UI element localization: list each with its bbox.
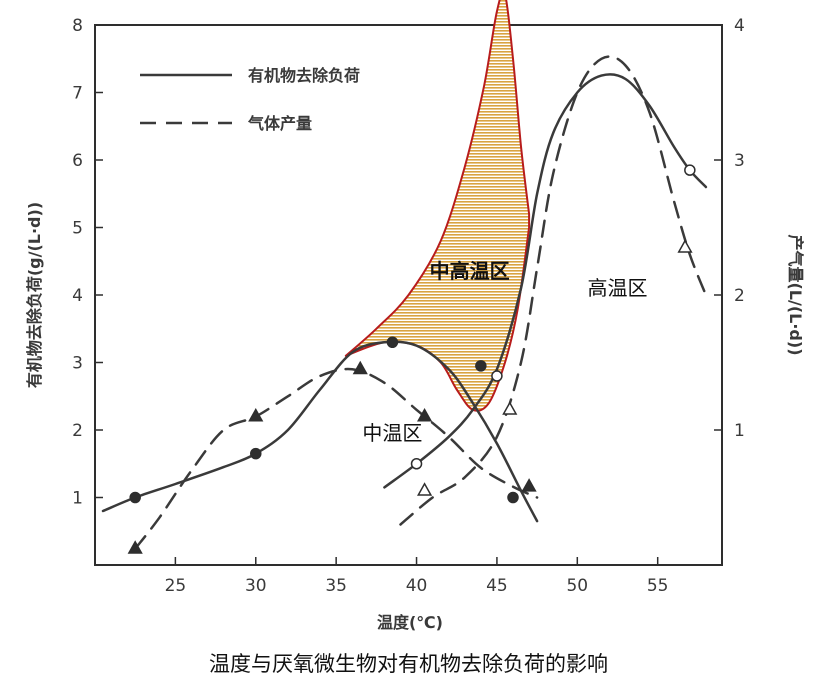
series-layer	[101, 55, 708, 551]
y-left-tick-label: 2	[72, 421, 83, 441]
marker-gas-production	[521, 478, 537, 492]
y-right-tick-label: 4	[734, 16, 745, 36]
marker-removal-load	[386, 336, 399, 348]
marker-gas-production	[248, 407, 264, 422]
marker-removal-load	[507, 491, 519, 504]
y-left-tick-label: 6	[72, 151, 83, 171]
marker-gas-production	[127, 540, 143, 554]
marker-gas-production	[416, 407, 433, 422]
marker-gas-production	[677, 239, 693, 253]
y-left-tick-label: 7	[72, 84, 83, 104]
y-right-axis-title: 产气量(L/(L·d))	[786, 234, 805, 355]
y-left-tick-label: 8	[72, 16, 83, 36]
x-tick-label: 55	[647, 576, 669, 596]
x-axis-title: 温度(℃)	[376, 613, 443, 632]
marker-removal-load	[129, 491, 141, 504]
y-right-tick-label: 2	[734, 286, 745, 306]
series-line-removal-load-1	[383, 73, 708, 489]
y-left-axis-title: 有机物去除负荷(g/(L·d))	[25, 202, 44, 388]
x-tick-label: 35	[325, 576, 347, 596]
y-right-tick-label: 1	[734, 421, 745, 441]
figure-caption: 温度与厌氧微生物对有机物去除负荷的影响	[209, 652, 608, 676]
y-left-tick-label: 1	[72, 489, 83, 509]
marker-removal-load	[250, 447, 262, 460]
marker-gas-production	[416, 482, 433, 496]
y-left-tick-label: 5	[72, 219, 83, 239]
series-line-gas-production-1	[399, 55, 708, 526]
marker-gas-production	[502, 401, 518, 415]
x-tick-label: 25	[165, 576, 187, 596]
markers-layer	[127, 164, 696, 554]
legend: 有机物去除负荷 气体产量	[140, 66, 360, 133]
y-left-tick-label: 3	[72, 354, 83, 374]
marker-gas-production	[352, 360, 368, 375]
x-tick-label: 40	[406, 576, 428, 596]
zone-label-2: 高温区	[588, 276, 648, 300]
highlight-region-layer	[344, 0, 531, 412]
marker-removal-load	[410, 458, 423, 470]
x-tick-label: 30	[245, 576, 267, 596]
y-right-tick-label: 3	[734, 151, 745, 171]
x-tick-label: 45	[486, 576, 508, 596]
y-left-tick-label: 4	[72, 286, 83, 306]
highlight-region-mid-high-temp	[344, 0, 531, 412]
x-tick-label: 50	[566, 576, 588, 596]
marker-removal-load	[491, 370, 503, 382]
series-line-gas-production-0	[133, 367, 539, 551]
legend-label-removal-load: 有机物去除负荷	[248, 66, 360, 85]
marker-removal-load	[475, 360, 487, 372]
series-line-removal-load-0	[101, 340, 539, 523]
zone-label-1: 中高温区	[430, 259, 510, 283]
marker-removal-load	[684, 164, 696, 176]
zone-label-0: 中温区	[362, 421, 422, 445]
legend-label-gas-production: 气体产量	[247, 114, 312, 133]
